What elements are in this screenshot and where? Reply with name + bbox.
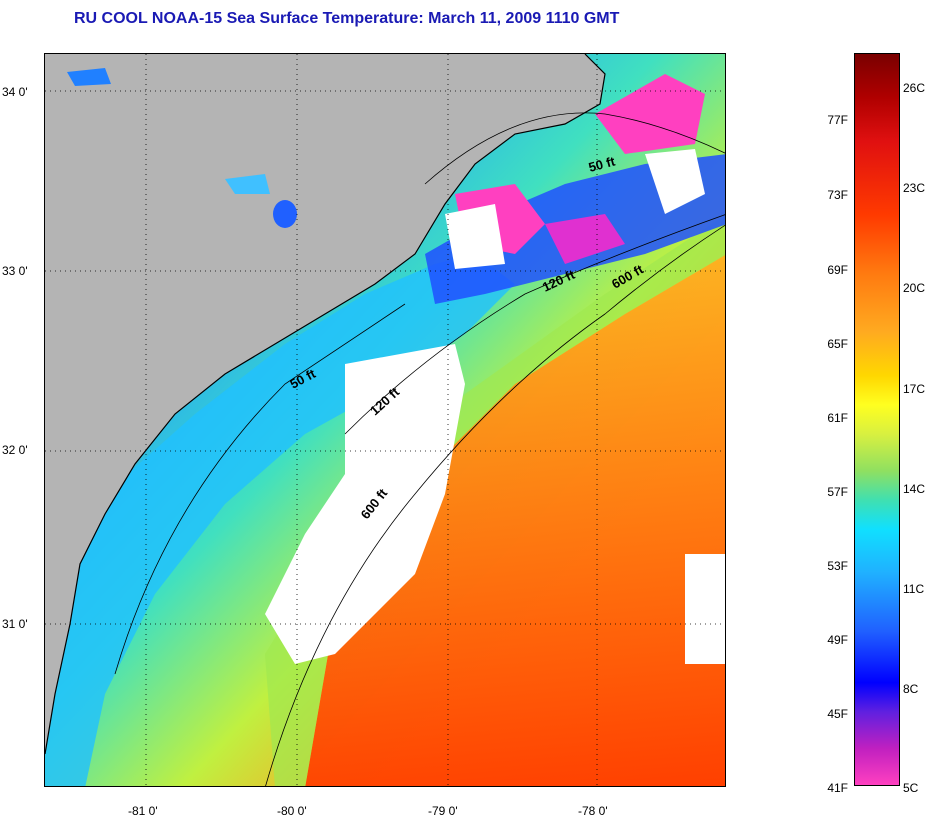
cloud-4 <box>685 554 725 664</box>
contour-600ft <box>265 224 725 786</box>
gulf-stream-region <box>305 255 725 786</box>
lat-label-32: 32 0' <box>2 443 28 457</box>
lat-label-34: 34 0' <box>2 85 28 99</box>
colorbar-label-14c: 14C <box>903 482 926 496</box>
cloud-3 <box>645 149 705 214</box>
contour-50ft <box>424 112 725 185</box>
lon-label-81: -81 0' <box>128 804 158 818</box>
inland-lake-1 <box>67 68 111 86</box>
cold-patch-3 <box>545 214 625 264</box>
colorbar-label-73f: 73F <box>827 188 848 202</box>
colorbar-label-77f: 77F <box>827 113 848 127</box>
lon-label-80: -80 0' <box>277 804 307 818</box>
colorbar-label-61f: 61F <box>827 411 848 425</box>
colorbar-label-65f: 65F <box>827 337 848 351</box>
lon-label-78: -78 0' <box>578 804 608 818</box>
colorbar-label-20c: 20C <box>903 281 926 295</box>
coastline <box>45 54 606 755</box>
cloud-1 <box>265 344 465 664</box>
cloud-2 <box>445 204 505 269</box>
colorbar-label-8c: 8C <box>903 682 919 696</box>
depth-label-50ft-north: 50 ft <box>587 153 617 175</box>
colorbar-label-11c: 11C <box>903 582 925 596</box>
land-mass <box>45 54 605 754</box>
colorbar-label-69f: 69F <box>827 263 848 277</box>
colorbar-label-17c: 17C <box>903 382 926 396</box>
contour-120ft <box>344 214 725 435</box>
sst-map-canvas: 50 ft 120 ft 600 ft 50 ft 120 ft 600 ft <box>45 54 725 786</box>
temperature-colorbar <box>854 53 900 786</box>
coastal-cold-water <box>45 254 515 786</box>
inland-lake-2 <box>273 200 297 228</box>
cold-patch-2 <box>595 74 705 154</box>
lat-label-31: 31 0' <box>2 617 28 631</box>
sst-map[interactable]: 50 ft 120 ft 600 ft 50 ft 120 ft 600 ft <box>44 53 726 787</box>
colorbar-label-45f: 45F <box>827 707 848 721</box>
colorbar-label-5c: 5C <box>903 781 919 795</box>
colorbar-label-41f: 41F <box>827 781 848 795</box>
colorbar-label-57f: 57F <box>827 485 848 499</box>
green-band <box>265 215 725 786</box>
colorbar-label-49f: 49F <box>827 633 848 647</box>
contour-50ft-south <box>114 303 406 675</box>
inland-lake-3 <box>225 174 270 194</box>
colorbar-label-26c: 26C <box>903 81 926 95</box>
colorbar-label-53f: 53F <box>827 559 848 573</box>
map-title: RU COOL NOAA-15 Sea Surface Temperature:… <box>74 10 620 27</box>
lon-label-79: -79 0' <box>428 804 458 818</box>
colorbar-label-23c: 23C <box>903 181 926 195</box>
lat-label-33: 33 0' <box>2 264 28 278</box>
graticule <box>45 54 725 786</box>
